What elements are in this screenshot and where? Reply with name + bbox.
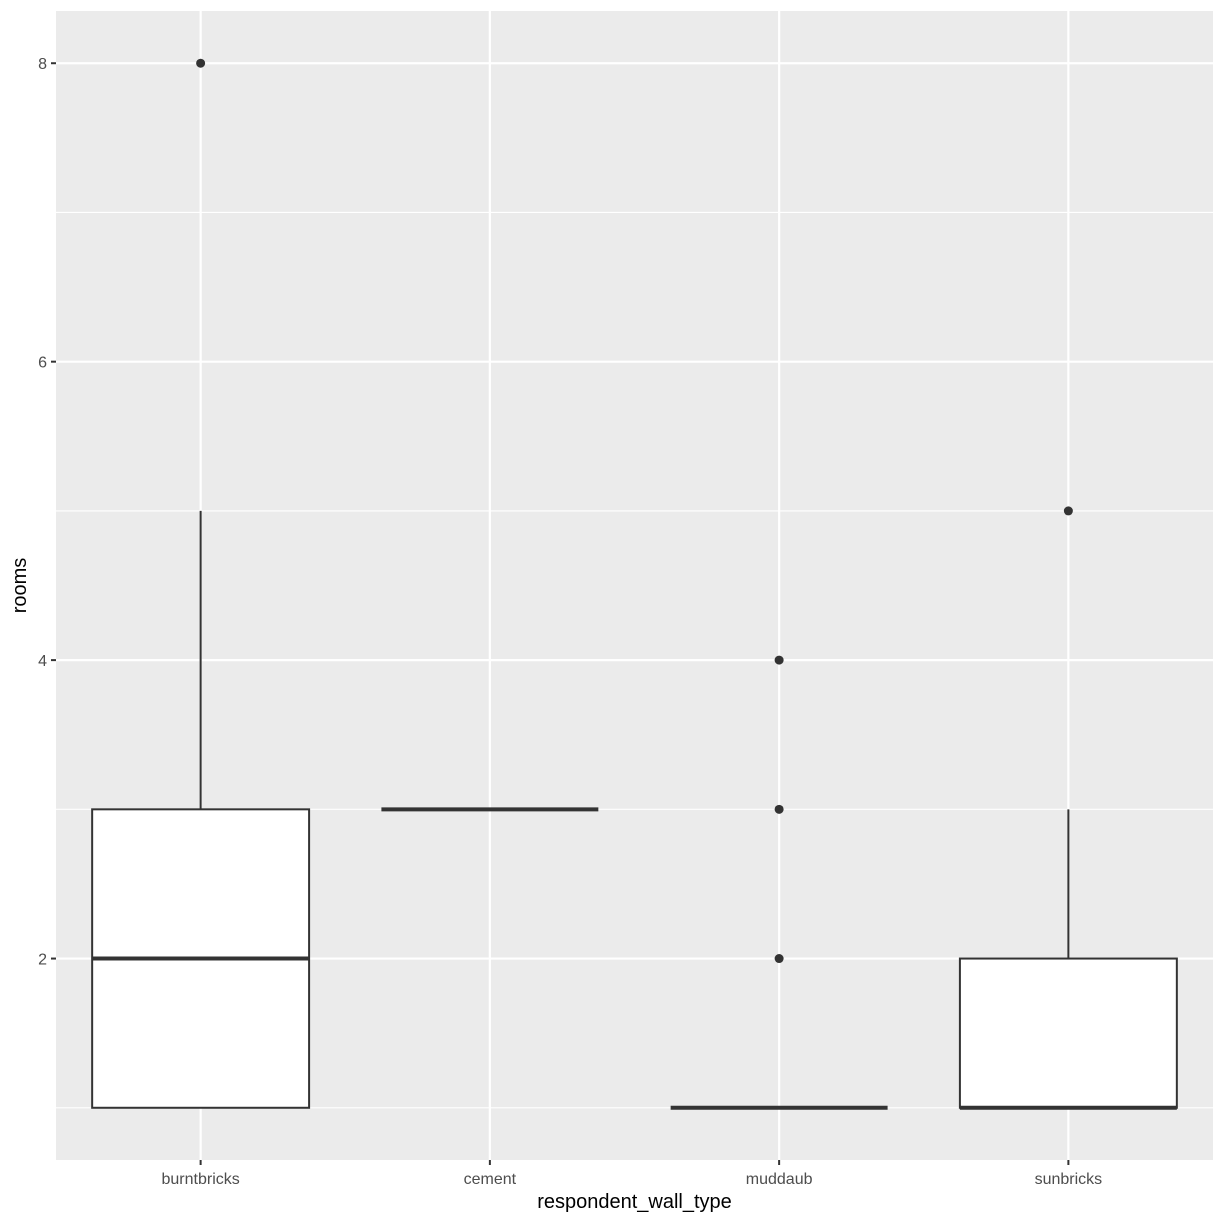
x-axis-title: respondent_wall_type (537, 1191, 732, 1213)
y-tick-label: 2 (38, 952, 47, 969)
y-axis-title: rooms (9, 558, 31, 614)
x-tick-label: sunbricks (1035, 1171, 1103, 1188)
y-tick-label: 4 (38, 653, 47, 670)
y-tick-label: 6 (38, 355, 47, 372)
outlier-point (774, 954, 784, 964)
box-muddaub (670, 655, 888, 1110)
box-body (958, 957, 1178, 1109)
x-tick-label: cement (464, 1171, 517, 1188)
outlier-point (774, 655, 784, 665)
box-sunbricks (958, 506, 1178, 1110)
y-tick-label: 8 (38, 56, 47, 73)
y-axis: 2 4 6 8 (38, 56, 56, 969)
x-axis: burntbricks cement muddaub sunbricks (162, 1160, 1103, 1188)
major-gridlines (56, 11, 1213, 1160)
outlier-point (196, 58, 206, 68)
outlier-point (774, 804, 784, 814)
outlier-point (1063, 506, 1073, 516)
x-tick-label: burntbricks (162, 1171, 240, 1188)
x-tick-label: muddaub (746, 1171, 813, 1188)
box-series (91, 58, 1178, 1110)
box-burntbricks (91, 58, 311, 1109)
